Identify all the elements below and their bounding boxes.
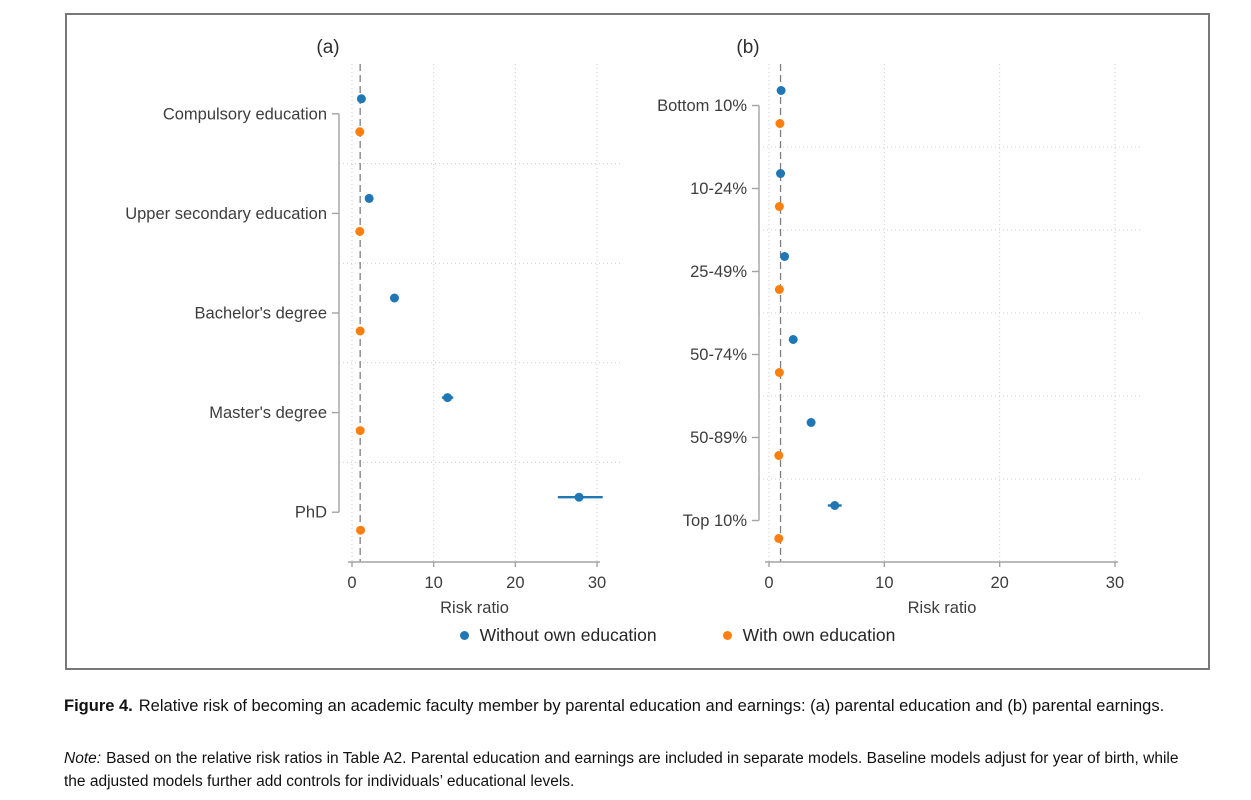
- chart-legend: Without own education With own education: [107, 625, 1248, 646]
- point-without-own-education: [806, 418, 816, 427]
- category-label: Bottom 10%: [657, 97, 747, 115]
- point-without-own-education: [780, 252, 790, 261]
- point-with-own-education: [774, 451, 784, 460]
- legend-marker-blue-icon: [459, 631, 469, 640]
- legend-label-without-own-education: Without own education: [479, 625, 657, 645]
- category-label: 50-74%: [690, 346, 747, 364]
- legend-item-with-own-education: With own education: [722, 625, 896, 646]
- x-tick-label: 30: [588, 574, 606, 592]
- figure-note-text: Based on the relative risk ratios in Tab…: [64, 750, 1179, 790]
- x-tick-label: 0: [764, 574, 773, 592]
- point-with-own-education: [774, 368, 784, 377]
- category-label: Master's degree: [209, 404, 327, 422]
- point-with-own-education: [355, 226, 365, 236]
- point-with-own-education: [355, 326, 365, 336]
- panel-title: (b): [736, 37, 759, 58]
- forest-plot-chart: Compulsory education Upper secondary educ…: [125, 37, 1142, 617]
- figure-frame: Compulsory education Upper secondary educ…: [65, 13, 1210, 670]
- category-label: Upper secondary education: [125, 205, 327, 223]
- category-label: Top 10%: [683, 512, 748, 530]
- point-with-own-education: [355, 127, 365, 137]
- legend-label-with-own-education: With own education: [742, 625, 896, 645]
- point-without-own-education: [776, 86, 786, 95]
- panel-title: (a): [316, 37, 339, 58]
- point-with-own-education: [775, 119, 785, 128]
- x-tick-label: 30: [1106, 574, 1124, 592]
- x-axis-title: Risk ratio: [908, 599, 977, 617]
- point-without-own-education: [574, 492, 584, 502]
- point-without-own-education: [389, 293, 399, 303]
- category-label: 25-49%: [690, 263, 747, 281]
- panel-b: Bottom 10% 10-24% 25-49% 50-74% 50-89% Top 10…: [657, 37, 1142, 617]
- point-without-own-education: [356, 94, 366, 104]
- figure-note-label: Note:: [64, 750, 102, 767]
- legend-item-without-own-education: Without own education: [459, 625, 657, 646]
- x-tick-label: 10: [424, 574, 442, 592]
- x-tick-label: 20: [506, 574, 524, 592]
- x-tick-label: 10: [875, 574, 893, 592]
- x-tick-label: 20: [990, 574, 1008, 592]
- point-without-own-education: [830, 501, 840, 510]
- category-label: 50-89%: [690, 429, 747, 447]
- panel-a: Compulsory education Upper secondary educ…: [125, 37, 622, 617]
- point-with-own-education: [774, 202, 784, 211]
- figure-note: Note: Based on the relative risk ratios i…: [64, 747, 1182, 793]
- category-label: Bachelor's degree: [195, 305, 327, 323]
- category-label: 10-24%: [690, 180, 747, 198]
- figure-caption-label: Figure 4.: [64, 697, 133, 715]
- point-without-own-education: [443, 393, 453, 403]
- category-label: Compulsory education: [163, 105, 327, 123]
- figure-caption-text: Relative risk of becoming an academic fa…: [138, 697, 1165, 715]
- point-without-own-education: [776, 169, 786, 178]
- figure-caption: Figure 4. Relative risk of becoming an ac…: [64, 694, 1169, 719]
- point-with-own-education: [774, 285, 784, 294]
- point-with-own-education: [355, 426, 365, 436]
- point-without-own-education: [364, 193, 374, 203]
- point-with-own-education: [356, 525, 366, 535]
- point-without-own-education: [788, 335, 798, 344]
- x-tick-label: 0: [347, 574, 356, 592]
- category-label: PhD: [295, 504, 327, 522]
- x-axis-title: Risk ratio: [440, 599, 509, 617]
- legend-marker-orange-icon: [722, 631, 732, 640]
- point-with-own-education: [774, 534, 784, 543]
